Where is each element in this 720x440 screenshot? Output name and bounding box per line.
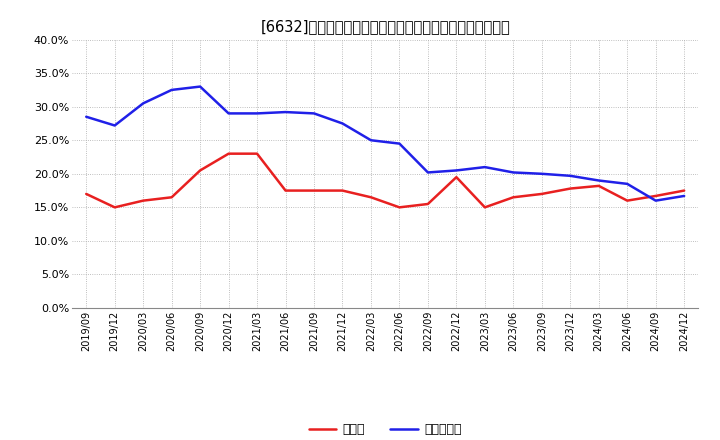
現顔金: [452, 175, 461, 180]
現顔金: [595, 183, 603, 188]
有利子負債: [196, 84, 204, 89]
有利子負債: [680, 193, 688, 198]
現顔金: [167, 194, 176, 200]
有利子負債: [452, 168, 461, 173]
有利子負債: [253, 111, 261, 116]
有利子負債: [652, 198, 660, 203]
有利子負債: [595, 178, 603, 183]
Line: 有利子負債: 有利子負債: [86, 87, 684, 201]
Legend: 現顔金, 有利子負債: 現顔金, 有利子負債: [304, 418, 467, 440]
有利子負債: [623, 181, 631, 187]
有利子負債: [282, 110, 290, 115]
有利子負債: [480, 165, 489, 170]
現顔金: [537, 191, 546, 197]
現顔金: [310, 188, 318, 193]
現顔金: [253, 151, 261, 156]
有利子負債: [423, 170, 432, 175]
現顔金: [509, 194, 518, 200]
有利子負債: [82, 114, 91, 119]
現顔金: [82, 191, 91, 197]
有利子負債: [509, 170, 518, 175]
現顔金: [680, 188, 688, 193]
現顔金: [366, 194, 375, 200]
現顔金: [480, 205, 489, 210]
現顔金: [566, 186, 575, 191]
有利子負債: [338, 121, 347, 126]
現顔金: [282, 188, 290, 193]
有利子負債: [537, 171, 546, 176]
現顔金: [196, 168, 204, 173]
有利子負債: [366, 138, 375, 143]
現顔金: [395, 205, 404, 210]
現顔金: [423, 202, 432, 207]
有利子負債: [395, 141, 404, 146]
現顔金: [225, 151, 233, 156]
有利子負債: [310, 111, 318, 116]
Line: 現顔金: 現顔金: [86, 154, 684, 207]
有利子負債: [139, 101, 148, 106]
現顔金: [139, 198, 148, 203]
現顔金: [652, 193, 660, 198]
有利子負債: [110, 123, 119, 128]
現顔金: [623, 198, 631, 203]
現顔金: [338, 188, 347, 193]
有利子負債: [167, 87, 176, 92]
現顔金: [110, 205, 119, 210]
有利子負債: [225, 111, 233, 116]
Title: [6632]　現顔金、有利子負債の総資産に対する比率の推移: [6632] 現顔金、有利子負債の総資産に対する比率の推移: [261, 19, 510, 34]
有利子負債: [566, 173, 575, 179]
